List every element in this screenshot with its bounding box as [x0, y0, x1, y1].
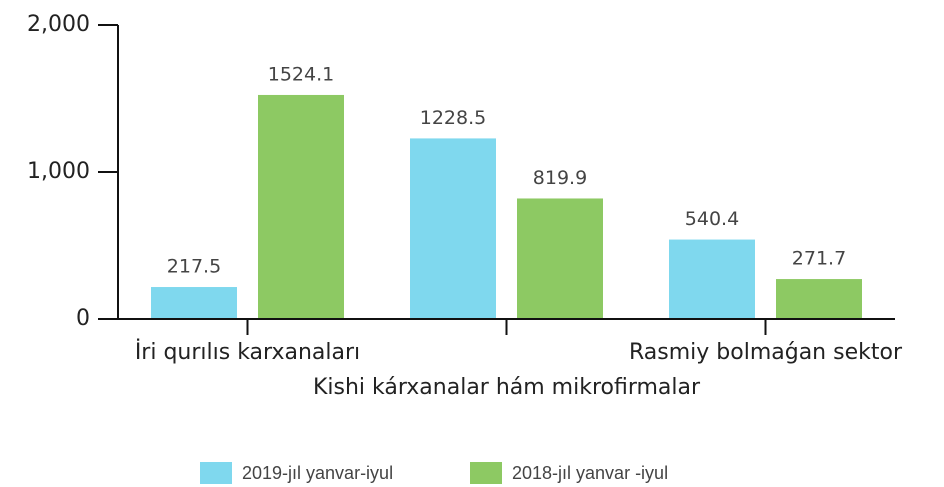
- bar: [258, 94, 344, 319]
- value-label: 271.7: [792, 248, 846, 270]
- legend-label: 2019-jıl yanvar-iyul: [242, 463, 393, 483]
- y-tick-label: 2,000: [27, 12, 90, 37]
- value-label: 819.9: [533, 167, 587, 189]
- value-label: 1228.5: [420, 107, 486, 129]
- bar: [151, 287, 237, 319]
- x-tick-label: İri qurılıs karxanaları: [135, 339, 360, 365]
- bar: [410, 138, 496, 319]
- x-tick-label: Rasmiy bolmaǵan sektor: [629, 340, 903, 365]
- value-label: 540.4: [685, 208, 739, 230]
- legend-swatch: [200, 462, 232, 484]
- x-tick-label: Kishi kárxanalar hám mikrofirmalar: [313, 375, 701, 400]
- y-tick-label: 0: [76, 306, 90, 331]
- bar: [669, 239, 755, 319]
- y-tick-label: 1,000: [27, 159, 90, 184]
- bar: [517, 198, 603, 319]
- value-label: 217.5: [167, 256, 221, 278]
- bar: [776, 279, 862, 319]
- legend-label: 2018-jıl yanvar -iyul: [512, 463, 668, 483]
- value-label: 1524.1: [268, 63, 334, 85]
- legend-swatch: [470, 462, 502, 484]
